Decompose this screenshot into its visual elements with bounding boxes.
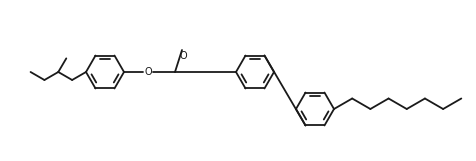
Text: O: O	[179, 51, 187, 61]
Text: O: O	[144, 67, 151, 77]
